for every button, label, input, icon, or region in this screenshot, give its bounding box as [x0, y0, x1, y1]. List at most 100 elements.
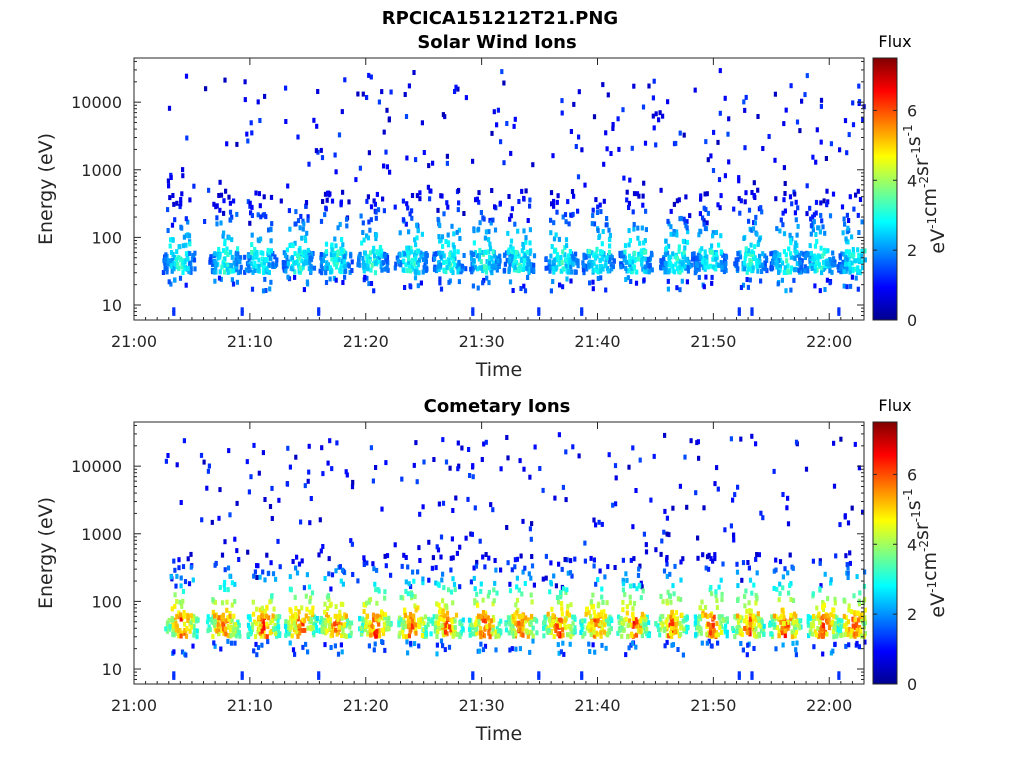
noise-cell — [243, 97, 247, 103]
burst-cell — [821, 253, 825, 259]
burst-cell — [318, 619, 323, 625]
plume-cell — [684, 223, 688, 229]
plume-cell — [833, 596, 837, 602]
plume-cell — [441, 598, 445, 604]
burst-cell — [663, 252, 667, 257]
plume-cell — [417, 248, 421, 254]
burst-cell — [495, 626, 499, 632]
burst-cell — [504, 627, 509, 633]
plume-cell — [783, 566, 787, 572]
noise-cell — [832, 440, 836, 446]
burst-cell — [851, 627, 855, 633]
burst-cell — [817, 253, 821, 259]
burst-cell — [589, 614, 593, 619]
plume-cell — [449, 567, 453, 573]
noise-cell — [307, 469, 311, 475]
plume-cell — [845, 239, 849, 245]
burst-cell — [757, 259, 761, 265]
noise-cell — [345, 472, 349, 478]
plume-cell — [636, 235, 640, 241]
burst-cell — [849, 252, 853, 258]
plume-cell — [511, 246, 515, 252]
plume-cell — [567, 612, 571, 618]
noise-cell — [473, 505, 477, 511]
plume-cell — [628, 583, 633, 589]
plume-cell — [643, 238, 647, 244]
burst-cell — [339, 622, 343, 628]
burst-cell — [246, 253, 251, 259]
plume-cell — [565, 587, 569, 593]
noise-cell — [344, 469, 348, 475]
plume-cell — [847, 249, 851, 255]
burst-cell — [186, 256, 190, 262]
burst-cell — [813, 268, 817, 274]
plume-cell — [703, 226, 707, 231]
tail-cell — [833, 641, 837, 647]
burst-cell — [673, 269, 677, 275]
plume-cell — [300, 235, 304, 241]
plume-cell — [625, 189, 629, 195]
plume-cell — [848, 194, 852, 200]
burst-cell — [616, 630, 620, 636]
plume-cell — [808, 243, 812, 249]
burst-cell — [513, 257, 517, 263]
plume-cell — [224, 249, 228, 255]
noise-cell — [782, 197, 786, 203]
plume-cell — [188, 241, 192, 247]
plume-cell — [341, 581, 345, 587]
plume-cell — [624, 571, 628, 577]
burst-cell — [168, 624, 172, 629]
plume-cell — [529, 248, 533, 254]
noise-cell — [533, 444, 537, 450]
burst-cell — [360, 623, 364, 629]
noise-cell — [604, 130, 608, 136]
noise-cell — [851, 100, 855, 106]
plume-cell — [698, 211, 702, 217]
burst-cell — [515, 267, 519, 273]
plume-cell — [406, 564, 410, 570]
plume-cell — [719, 577, 723, 583]
plume-cell — [217, 193, 221, 198]
burst-cell — [238, 256, 242, 262]
noise-cell — [365, 95, 369, 100]
noise-cell — [349, 538, 353, 544]
noise-cell — [347, 199, 351, 205]
low-energy-marker — [580, 671, 584, 677]
plume-cell — [230, 580, 234, 586]
plume-cell — [778, 591, 782, 597]
burst-cell — [716, 632, 720, 638]
noise-cell — [484, 439, 488, 445]
burst-cell — [549, 253, 553, 259]
burst-cell — [374, 259, 378, 265]
burst-cell — [347, 633, 352, 639]
noise-cell — [361, 91, 365, 97]
burst-cell — [469, 266, 473, 272]
plume-cell — [781, 222, 785, 228]
noise-cell — [199, 452, 204, 458]
low-energy-marker — [537, 671, 541, 677]
plume-cell — [793, 248, 797, 254]
plume-cell — [215, 221, 219, 227]
tail-cell — [341, 280, 345, 285]
burst-cell — [278, 633, 282, 638]
plume-cell — [181, 564, 186, 570]
plume-cell — [380, 248, 384, 254]
burst-cell — [433, 624, 437, 630]
burst-cell — [226, 251, 230, 257]
plume-cell — [187, 233, 192, 239]
low-energy-marker — [580, 310, 584, 316]
plume-cell — [595, 246, 599, 252]
noise-cell — [467, 447, 471, 452]
plume-cell — [719, 249, 723, 255]
noise-cell — [789, 83, 793, 89]
burst-cell — [182, 630, 186, 636]
noise-cell — [824, 156, 828, 161]
burst-cell — [264, 257, 268, 262]
noise-cell — [319, 548, 323, 554]
burst-cell — [170, 616, 174, 621]
burst-cell — [783, 633, 787, 639]
plume-cell — [529, 592, 533, 598]
burst-cell — [698, 614, 702, 620]
plume-cell — [173, 592, 177, 598]
tail-cell — [624, 277, 628, 282]
